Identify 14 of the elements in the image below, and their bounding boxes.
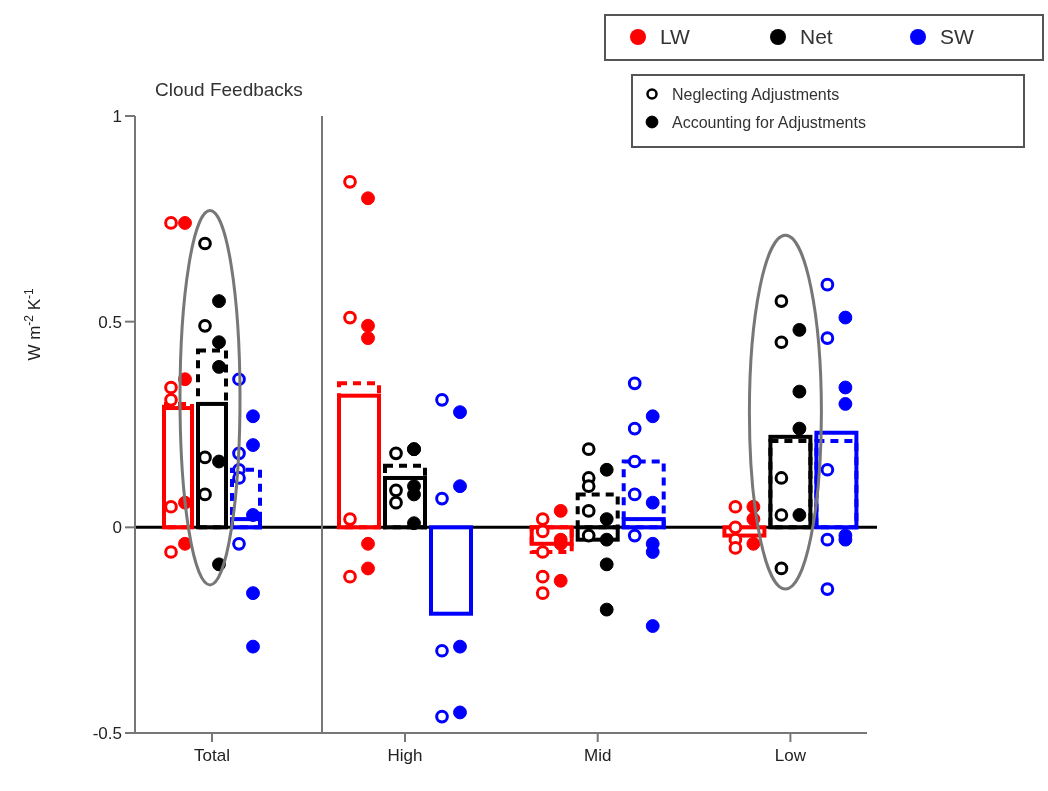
x-tick-label: Low [774, 746, 807, 765]
legend-label: SW [940, 25, 975, 49]
annotation: Accounting for Adjustments [672, 113, 866, 131]
legend-label: Net [800, 25, 833, 49]
legend-label: LW [660, 25, 691, 49]
chart-title: Cloud Feedbacks [155, 79, 303, 100]
x-tick-label: Mid [584, 746, 612, 765]
y-tick-label: -0.5 [92, 723, 122, 743]
y-tick-label: 0.5 [98, 312, 122, 332]
y-tick-label: 1 [112, 106, 122, 126]
text: Neglecting Adjustments [672, 85, 840, 103]
x-tick-label: Total [194, 746, 230, 765]
y-tick-label: 0 [112, 518, 122, 538]
x-tick-label: High [387, 746, 423, 765]
